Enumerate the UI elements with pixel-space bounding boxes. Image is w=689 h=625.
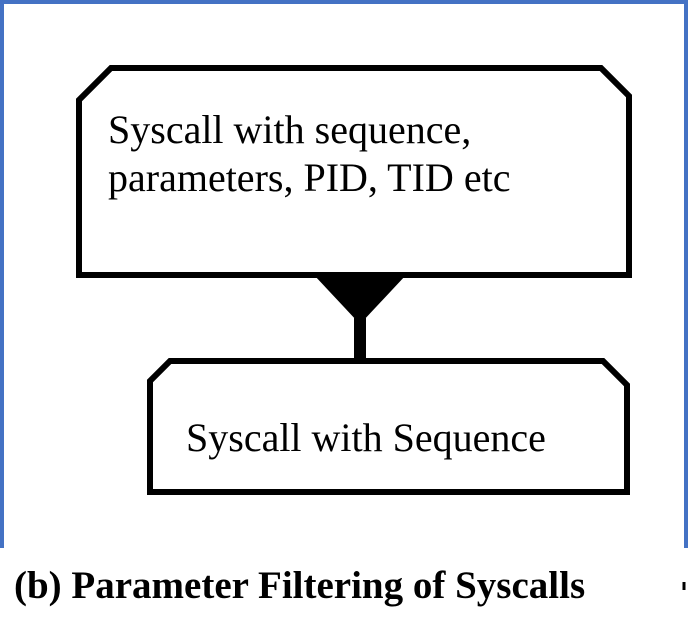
source-node-box xyxy=(76,65,632,278)
filtered-node-label: Syscall with Sequence xyxy=(186,414,546,462)
filtered-node-line-1: Syscall with Sequence xyxy=(186,415,546,460)
figure-frame xyxy=(0,0,688,548)
filtered-node-box xyxy=(147,358,630,495)
connector-funnel xyxy=(314,275,406,322)
connector-stem xyxy=(354,318,366,370)
source-node-label: Syscall with sequence, parameters, PID, … xyxy=(108,106,510,202)
figure-caption: (b) Parameter Filtering of Syscalls xyxy=(14,564,586,607)
source-node-line-1: Syscall with sequence, xyxy=(108,107,472,152)
source-node-line-2: parameters, PID, TID etc xyxy=(108,155,511,200)
